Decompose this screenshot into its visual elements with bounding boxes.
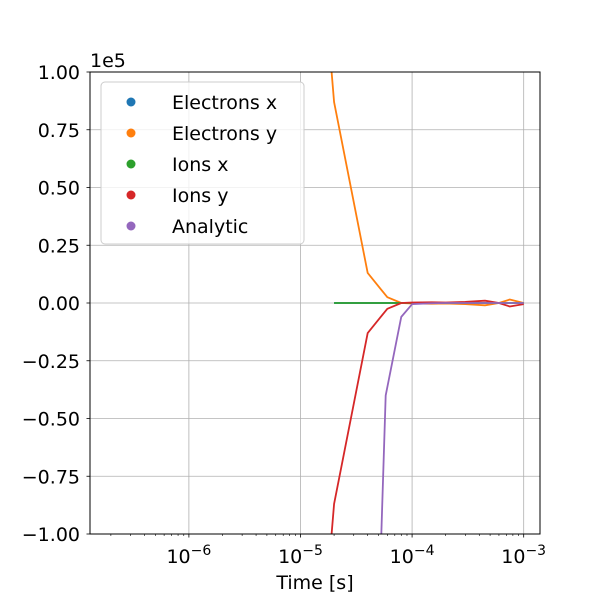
y-tick-label: 0.75 [38, 120, 80, 142]
x-tick-label: 10−3 [501, 543, 546, 568]
legend-box [100, 81, 305, 245]
x-tick-label: 10−6 [166, 543, 211, 568]
x-axis-label: Time [s] [275, 572, 353, 594]
legend-label: Ions x [172, 154, 228, 176]
legend-label: Electrons x [172, 92, 277, 114]
y-tick-label: −0.75 [22, 466, 80, 488]
y-offset-text: 1e5 [90, 50, 126, 72]
y-tick-label: 1.00 [38, 62, 80, 84]
y-tick-label: 0.00 [38, 293, 80, 315]
y-tick-label: −1.00 [22, 524, 80, 546]
series-line-analytic [380, 302, 524, 534]
series-lines [330, 72, 524, 534]
legend-label: Ions y [172, 185, 228, 207]
x-tick-label: 10−4 [390, 543, 435, 568]
legend: Electrons x Electrons y Ions x Ions y Analyt… [100, 81, 305, 245]
legend-marker [126, 128, 136, 138]
legend-marker [126, 159, 136, 169]
legend-label: Electrons y [172, 123, 277, 145]
legend-label: Analytic [172, 216, 248, 238]
x-tick-label: 10−5 [278, 543, 323, 568]
legend-marker [126, 221, 136, 231]
axis-ticks: 10−6 10−5 10−4 10−3 −1.00 −0.75 −0.50 −0.25 0.00… [22, 62, 546, 568]
y-tick-label: 0.25 [38, 235, 80, 257]
y-tick-label: −0.50 [22, 409, 80, 431]
y-tick-label: −0.25 [22, 351, 80, 373]
legend-marker [126, 97, 136, 107]
y-tick-label: 0.50 [38, 178, 80, 200]
legend-marker [126, 190, 136, 200]
